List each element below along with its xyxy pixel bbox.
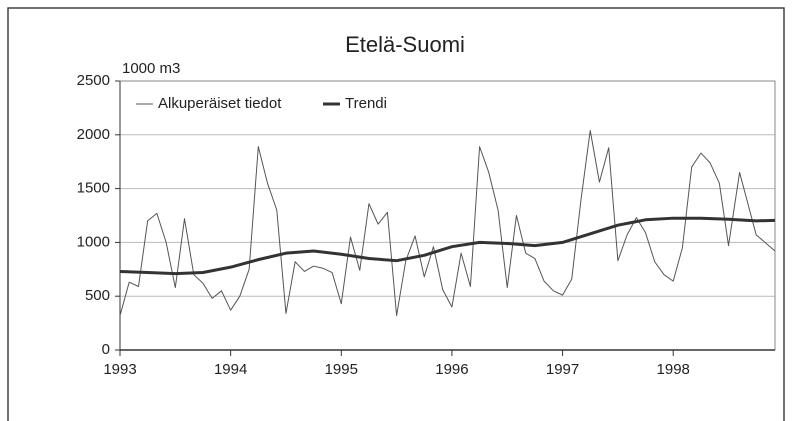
x-tick-label: 1998 bbox=[657, 361, 690, 378]
x-tick-label: 1996 bbox=[435, 361, 468, 378]
y-tick-label: 1500 bbox=[77, 180, 110, 197]
y-tick-label: 2000 bbox=[77, 126, 110, 143]
series-line bbox=[119, 129, 776, 317]
y-axis-label: 1000 m3 bbox=[122, 60, 180, 77]
plot-area bbox=[119, 80, 776, 351]
frame bbox=[7, 7, 785, 421]
x-tick-label: 1994 bbox=[214, 361, 247, 378]
y-tick-label: 2500 bbox=[77, 72, 110, 89]
legend-label: Trendi bbox=[345, 95, 387, 112]
y-tick-label: 0 bbox=[102, 341, 110, 358]
x-tick-label: 1997 bbox=[546, 361, 579, 378]
series-line bbox=[119, 216, 776, 276]
y-tick-label: 500 bbox=[85, 287, 110, 304]
legend-label: Alkuperäiset tiedot bbox=[158, 95, 282, 112]
y-tick-label: 1000 bbox=[77, 233, 110, 250]
x-tick-label: 1993 bbox=[103, 361, 136, 378]
chart-title: Etelä-Suomi bbox=[345, 32, 465, 57]
x-tick-label: 1995 bbox=[325, 361, 358, 378]
